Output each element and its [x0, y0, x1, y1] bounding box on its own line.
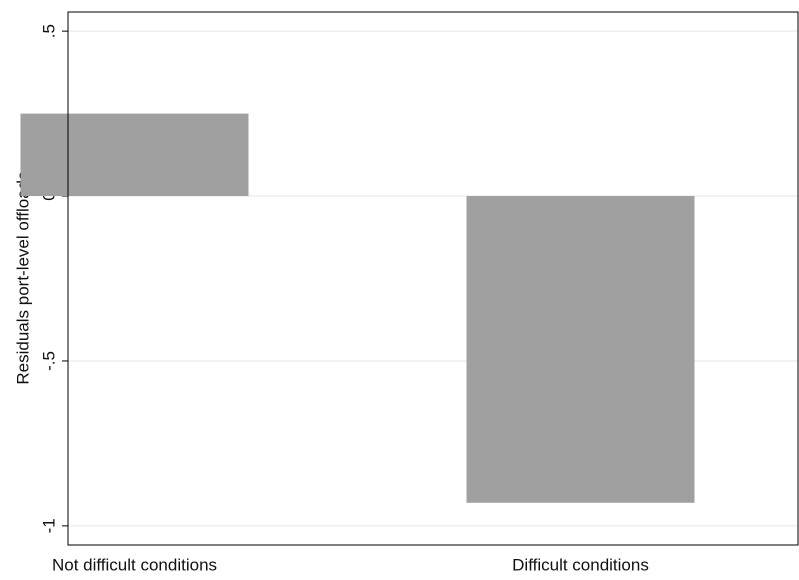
y-tick-label: -.5 [39, 351, 58, 371]
y-tick-label: -1 [39, 518, 58, 533]
bar [20, 113, 249, 197]
x-tick-label: Difficult conditions [512, 555, 649, 574]
bar [466, 196, 695, 503]
y-tick-label: .5 [39, 24, 58, 38]
x-tick-label: Not difficult conditions [52, 555, 217, 574]
y-tick-label: 0 [39, 191, 58, 200]
plot-frame [67, 11, 799, 546]
y-axis-title: Residuals port-level offloads [13, 171, 32, 384]
